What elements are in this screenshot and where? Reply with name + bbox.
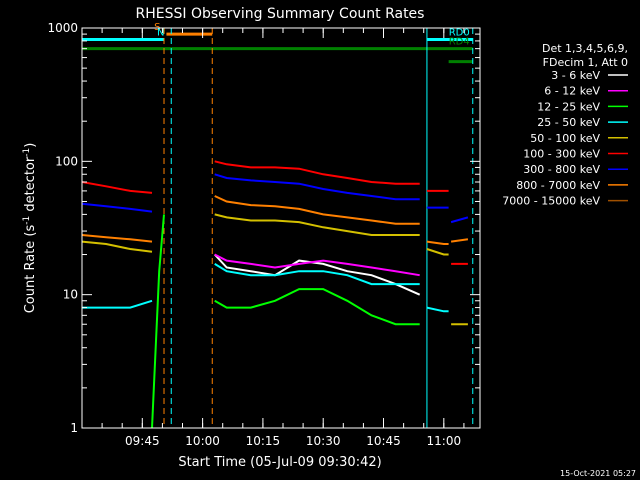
series-line — [450, 238, 469, 243]
x-axis-label: Start Time (05-Jul-09 09:30:42) — [178, 455, 381, 470]
legend-entry-label: 25 - 50 keV — [537, 116, 600, 129]
y-label-main: Count Rate (s — [23, 225, 38, 314]
y-axis-label: Count Rate (s-1 detector-1) — [22, 143, 38, 314]
series-line — [426, 306, 449, 313]
y-tick-label: 1000 — [47, 21, 78, 35]
series-line — [214, 160, 420, 185]
footer-timestamp: 15-Oct-2021 05:27 — [560, 469, 636, 478]
y-tick-label: 1 — [70, 421, 78, 435]
series-line — [82, 299, 153, 309]
series-line — [214, 213, 420, 236]
legend-header: FDecim 1, Att 0 — [543, 56, 628, 69]
legend-entry-label: 50 - 100 keV — [530, 132, 600, 145]
legend-entry-label: 6 - 12 keV — [544, 85, 600, 98]
x-tick-label: 09:45 — [125, 434, 160, 448]
series-line — [214, 195, 420, 225]
legend-entry-label: 7000 - 15000 keV — [502, 195, 600, 208]
y-label-end: ) — [23, 143, 38, 148]
x-tick-label: 10:30 — [306, 434, 341, 448]
vertical-markers — [163, 28, 474, 428]
series-line — [81, 202, 153, 213]
series-line — [81, 240, 153, 253]
legend-entry-label: 100 - 300 keV — [523, 148, 600, 161]
series-line — [214, 263, 420, 286]
y-tick-label: 10 — [63, 288, 78, 302]
y-axis-ticks: 1 10 100 1000 — [47, 21, 480, 435]
x-tick-label: 10:15 — [246, 434, 281, 448]
chart-title: RHESSI Observing Summary Count Rates — [136, 6, 425, 22]
y-tick-label: 100 — [55, 154, 78, 168]
series-line — [214, 253, 420, 277]
y-label-sup2: -1 — [22, 148, 32, 157]
legend-header: Det 1,3,4,5,6,9, — [542, 42, 628, 55]
legend-entry-label: 800 - 7000 keV — [516, 179, 600, 192]
flag-label: RD0 — [449, 27, 470, 38]
flag-label: N — [157, 27, 164, 38]
series-line — [426, 240, 449, 245]
series-line — [214, 173, 420, 201]
series-line — [81, 181, 153, 194]
series-lines — [81, 160, 469, 429]
x-tick-label: 11:00 — [427, 434, 462, 448]
x-tick-label: 10:00 — [185, 434, 220, 448]
series-line — [151, 214, 165, 429]
y-label-mid: detector — [23, 156, 38, 216]
legend-entry-label: 3 - 6 keV — [551, 69, 600, 82]
legend-entry-label: 300 - 800 keV — [523, 163, 600, 176]
y-label-sup1: -1 — [22, 216, 32, 225]
series-line — [214, 288, 420, 326]
plot-frame — [81, 27, 481, 429]
legend: Det 1,3,4,5,6,9,FDecim 1, Att 03 - 6 keV… — [502, 42, 628, 208]
x-tick-label: 10:45 — [366, 434, 401, 448]
flag-label: RD4 — [449, 37, 470, 48]
x-axis-ticks: 09:45 10:00 10:15 10:30 10:45 11:00 — [81, 28, 465, 448]
series-line — [426, 248, 449, 256]
series-line — [450, 216, 469, 224]
series-line — [81, 234, 153, 243]
legend-entry-label: 12 - 25 keV — [537, 100, 600, 113]
